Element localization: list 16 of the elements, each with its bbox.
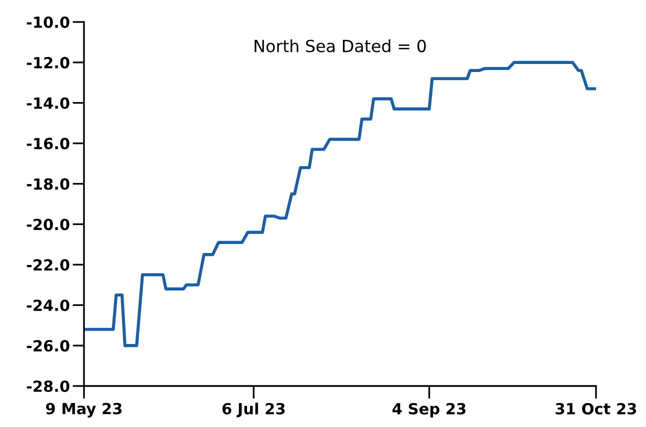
x-tick-label: 9 May 23 (46, 402, 122, 418)
y-tick-label: -22.0 (26, 259, 70, 271)
annotation: North Sea Dated = 0 (254, 39, 426, 52)
y-tick-label: -26.0 (26, 340, 70, 352)
line-series (84, 60, 596, 348)
y-tick-label: -28.0 (26, 380, 70, 392)
y-tick-label: -10.0 (26, 16, 70, 28)
y-tick-label: -20.0 (26, 218, 70, 230)
y-tick-label: -24.0 (26, 300, 70, 312)
x-tick-label: 6 Jul 23 (222, 402, 285, 418)
y-tick-label: -16.0 (26, 138, 70, 150)
x-tick-label: 31 Oct 23 (556, 402, 636, 414)
y-tick-label: -18.0 (26, 178, 70, 190)
x-tick-label: 4 Sep 23 (392, 402, 466, 418)
y-tick-label: -14.0 (26, 97, 70, 109)
y-tick-label: -12.0 (26, 56, 70, 68)
